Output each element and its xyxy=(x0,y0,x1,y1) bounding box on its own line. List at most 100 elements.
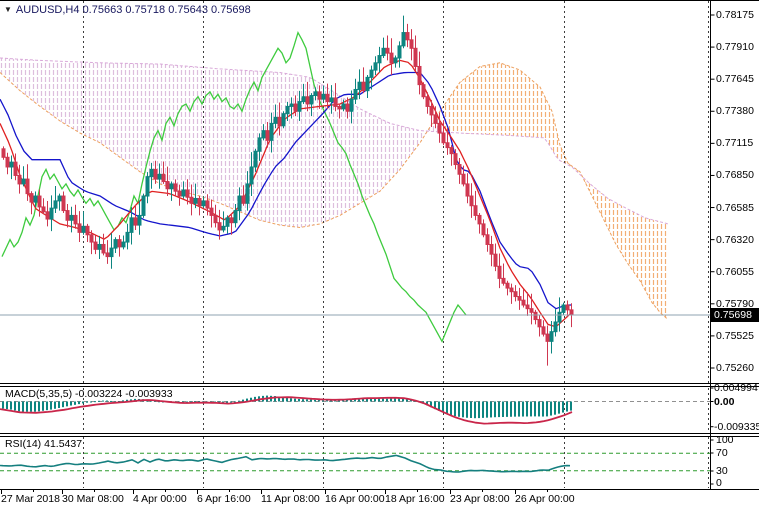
candle-body xyxy=(461,173,466,185)
macd-histogram-bar xyxy=(426,401,428,406)
candle-body xyxy=(85,225,90,236)
macd-histogram-bar xyxy=(498,401,500,418)
candle-body xyxy=(481,223,486,236)
macd-histogram-bar xyxy=(434,401,436,410)
macd-histogram-bar xyxy=(374,397,376,402)
candle-body xyxy=(177,190,182,197)
candle-body xyxy=(37,195,42,208)
macd-histogram-bar xyxy=(86,401,88,403)
macd-histogram-bar xyxy=(334,400,336,402)
candle-body xyxy=(69,214,74,221)
candle-body xyxy=(289,103,294,107)
macd-histogram-bar xyxy=(230,401,232,403)
macd-histogram-bar xyxy=(478,401,480,419)
macd-histogram-bar xyxy=(70,401,72,406)
candle-body xyxy=(537,319,542,328)
ohlc-values: 0.75663 0.75718 0.75643 0.75698 xyxy=(82,4,251,16)
macd-histogram-bar xyxy=(470,401,472,418)
time-axis-label: 6 Apr 16:00 xyxy=(197,493,251,505)
candle-body xyxy=(29,193,34,203)
macd-histogram-bar xyxy=(530,401,532,417)
candle-body xyxy=(121,241,126,248)
macd-histogram-bar xyxy=(238,400,240,402)
macd-histogram-bar xyxy=(550,401,552,416)
macd-histogram-bar xyxy=(46,401,48,411)
macd-histogram-bar xyxy=(554,401,556,415)
candle-body xyxy=(485,234,490,245)
macd-histogram-bar xyxy=(226,401,228,403)
candle-body xyxy=(325,93,330,103)
macd-axis-label: 0.00 xyxy=(714,395,735,408)
candle-body xyxy=(21,178,26,185)
candle-body xyxy=(25,178,30,195)
candle-body xyxy=(329,97,334,103)
rsi-axis-label: 0 xyxy=(716,476,722,489)
candle-body xyxy=(445,142,450,149)
macd-histogram-bar xyxy=(462,401,464,418)
candle-body xyxy=(193,197,198,204)
price-tick-label: 0.75260 xyxy=(716,361,754,374)
candle-body xyxy=(113,239,118,249)
candle-body xyxy=(213,214,218,224)
macd-histogram-bar xyxy=(6,401,8,410)
time-axis-label: 30 Mar 08:00 xyxy=(62,493,124,505)
macd-histogram-bar xyxy=(522,401,524,417)
candle-body xyxy=(337,105,342,110)
macd-name: MACD(5,35,5) xyxy=(5,388,73,400)
candle-body xyxy=(393,57,398,64)
macd-histogram-bar xyxy=(282,397,284,402)
symbol-ohlc-label: ▼ AUDUSD,H4 0.75663 0.75718 0.75643 0.756… xyxy=(4,4,251,16)
candle-body xyxy=(117,239,122,248)
candle-body xyxy=(1,148,6,158)
price-tick-label: 0.76850 xyxy=(716,169,754,182)
candle-body xyxy=(261,130,266,139)
ichimoku-cloud xyxy=(443,63,667,319)
candle-body xyxy=(221,225,226,231)
candle-body xyxy=(321,93,326,100)
macd-histogram-bar xyxy=(42,401,44,411)
price-tick-label: 0.75790 xyxy=(716,297,754,310)
candle-body xyxy=(197,197,202,207)
candle-body xyxy=(405,32,410,41)
macd-histogram-bar xyxy=(250,397,252,402)
candle-body xyxy=(229,217,234,224)
candle-body xyxy=(13,161,18,176)
candle-body xyxy=(401,32,406,47)
macd-histogram-bar xyxy=(406,399,408,402)
candle-body xyxy=(225,217,230,227)
candle-body xyxy=(381,47,386,57)
candle-body xyxy=(453,153,458,166)
candle-body xyxy=(349,98,354,112)
candle-body xyxy=(265,130,270,141)
candle-body xyxy=(529,308,534,313)
candle-body xyxy=(133,217,138,226)
macd-histogram-bar xyxy=(454,401,456,417)
macd-histogram-bar xyxy=(302,399,304,402)
macd-histogram-bar xyxy=(378,398,380,402)
candle-body xyxy=(313,91,318,97)
macd-histogram-bar xyxy=(306,399,308,402)
macd-values: -0.003224 -0.003933 xyxy=(75,388,173,400)
macd-histogram-bar xyxy=(38,401,40,412)
candle-body xyxy=(5,156,10,168)
macd-histogram-bar xyxy=(310,399,312,402)
candle-body xyxy=(233,210,238,224)
chevron-down-icon[interactable]: ▼ xyxy=(4,5,12,14)
macd-histogram-bar xyxy=(198,401,200,403)
macd-histogram-bar xyxy=(122,400,124,402)
candle-body xyxy=(277,116,282,127)
macd-histogram-bar xyxy=(54,401,56,409)
macd-histogram-bar xyxy=(94,401,96,403)
candle-body xyxy=(345,103,350,112)
candle-body xyxy=(565,304,570,311)
macd-histogram-bar xyxy=(442,401,444,413)
macd-histogram-bar xyxy=(466,401,468,418)
macd-histogram-bar xyxy=(50,401,52,410)
candle-body xyxy=(569,309,574,316)
candle-body xyxy=(341,103,346,110)
price-tick-label: 0.78175 xyxy=(716,9,754,21)
rsi-axis-label: 70 xyxy=(716,447,728,459)
macd-signal-line xyxy=(0,396,573,425)
